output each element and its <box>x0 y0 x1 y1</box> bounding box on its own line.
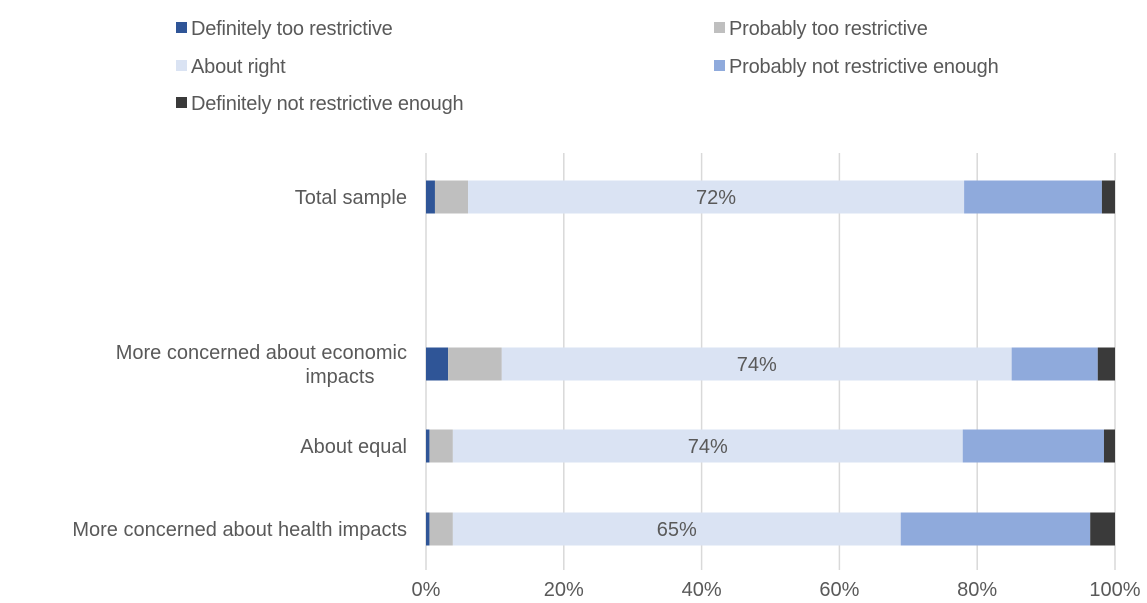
legend-label: Definitely not restrictive enough <box>191 93 463 115</box>
data-labels: 72% 74% 74% 65% <box>657 187 777 541</box>
data-label: 74% <box>737 354 777 376</box>
category-label: About equal <box>300 436 407 458</box>
category-label: More concerned about health impacts <box>72 519 407 541</box>
bar-segment <box>448 347 502 381</box>
legend-item: About right <box>176 56 286 78</box>
legend-item: Probably not restrictive enough <box>714 56 999 78</box>
x-tick-label: 100% <box>1089 579 1140 601</box>
legend-item: Definitely not restrictive enough <box>176 93 464 115</box>
bar-segment <box>426 347 449 381</box>
x-tick-label: 20% <box>544 579 584 601</box>
x-tick-label: 0% <box>412 579 441 601</box>
bar-segment <box>426 180 435 214</box>
legend-label: Definitely too restrictive <box>191 18 393 40</box>
bar-segment <box>1090 512 1115 546</box>
legend-swatch <box>714 60 725 71</box>
category-label: Total sample <box>295 187 407 209</box>
legend-label: About right <box>191 56 286 78</box>
bar-segment <box>468 180 965 214</box>
bar-segment <box>434 180 469 214</box>
bar-segment <box>429 429 453 463</box>
bar-segment <box>1011 347 1098 381</box>
legend-item: Definitely too restrictive <box>176 18 393 40</box>
bar-segment <box>452 429 963 463</box>
bar-segment <box>1097 347 1115 381</box>
bar-segment <box>429 512 453 546</box>
legend-swatch <box>714 22 725 33</box>
bar-segment <box>452 512 901 546</box>
bar-segment <box>426 429 430 463</box>
bars <box>426 180 1115 546</box>
bar-segment <box>1103 429 1115 463</box>
x-tick-label: 40% <box>682 579 722 601</box>
category-label: More concerned about economic impacts <box>116 342 407 388</box>
x-tick-label: 60% <box>819 579 859 601</box>
legend-label: Probably too restrictive <box>729 18 928 40</box>
bar-segment <box>426 512 430 546</box>
bar-segment <box>900 512 1091 546</box>
bar-segment <box>501 347 1012 381</box>
legend-swatch <box>176 60 187 71</box>
bar-segment <box>1101 180 1115 214</box>
legend-swatch <box>176 97 187 108</box>
category-labels: Total sample More concerned about economi… <box>72 187 407 541</box>
x-tick-label: 80% <box>957 579 997 601</box>
data-label: 72% <box>696 187 736 209</box>
legend-label: Probably not restrictive enough <box>729 56 999 78</box>
x-tick-labels: 0% 20% 40% 60% 80% 100% <box>412 579 1141 601</box>
data-label: 74% <box>688 436 728 458</box>
bar-segment <box>964 180 1102 214</box>
legend: Definitely too restrictive Probably too r… <box>176 18 999 115</box>
data-label: 65% <box>657 519 697 541</box>
legend-item: Probably too restrictive <box>714 18 928 40</box>
legend-swatch <box>176 22 187 33</box>
bar-segment <box>962 429 1104 463</box>
